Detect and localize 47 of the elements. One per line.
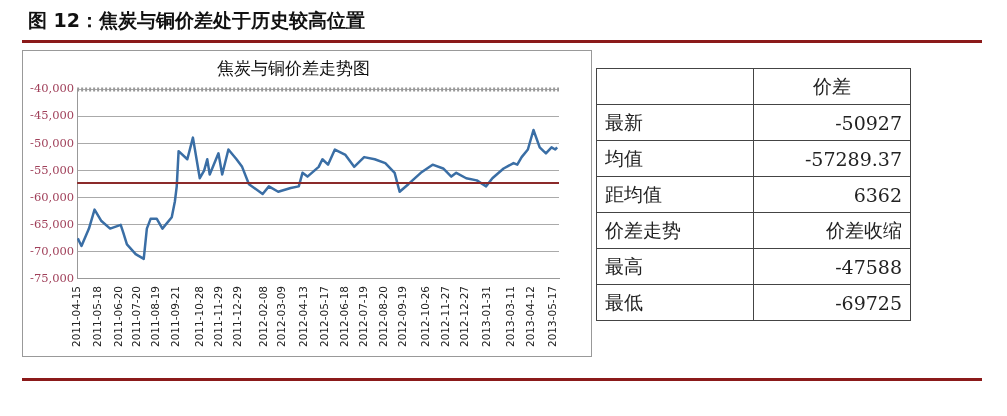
x-tick-label: 2011-04-15 [70, 285, 83, 348]
y-tick-label: -55,000 [30, 162, 75, 177]
y-tick-label: -70,000 [30, 243, 75, 258]
x-tick-label: 2013-04-12 [523, 285, 536, 348]
caption: 图 12：焦炭与铜价差处于历史较高位置 [28, 8, 366, 33]
x-tick-label: 2011-10-28 [192, 285, 205, 348]
x-tick-label: 2011-11-29 [212, 285, 225, 348]
y-tick-label: -75,000 [30, 270, 75, 285]
category-label: 最高 [596, 248, 754, 285]
category-label: 价差走势 [596, 212, 754, 249]
x-tick-label: 2012-07-19 [357, 285, 370, 348]
y-tick-label: -65,000 [30, 216, 75, 231]
category-label: 距均值 [596, 176, 754, 213]
text: 价差 [753, 68, 911, 105]
x-tick-label: 2011-05-18 [91, 285, 104, 348]
category-label: 最低 [596, 284, 754, 321]
x-tick-label: 2012-09-19 [396, 285, 409, 348]
x-tick-label: 2012-10-26 [419, 285, 432, 348]
y-tick-label: -60,000 [30, 189, 75, 204]
y-tick-label: -45,000 [30, 108, 75, 123]
x-tick-label: 2011-06-20 [111, 285, 124, 348]
x-tick-label: 2011-12-29 [231, 285, 244, 348]
text: 6362 [853, 183, 902, 206]
category-label: 最新 [596, 104, 754, 141]
y-tick-label: -40,000 [30, 81, 75, 96]
x-tick-label: 2012-02-08 [256, 285, 269, 348]
text: 价差收缩 [826, 218, 902, 241]
text: -47588 [835, 255, 902, 278]
x-tick-label: 2013-03-11 [503, 285, 516, 348]
category-label: 均值 [596, 140, 754, 177]
chart-title: 焦炭与铜价差走势图 [216, 57, 370, 78]
x-tick-label: 2012-11-27 [439, 285, 452, 348]
x-tick-label: 2012-03-09 [275, 285, 288, 348]
x-tick-label: 2011-08-19 [148, 285, 161, 348]
x-tick-label: 2011-07-20 [130, 285, 143, 348]
x-tick-label: 2012-12-27 [457, 285, 470, 348]
x-tick-label: 2012-04-13 [297, 285, 310, 348]
x-tick-label: 2013-01-31 [479, 285, 492, 348]
x-tick-label: 2012-05-17 [318, 285, 331, 348]
x-tick-label: 2013-05-17 [545, 285, 558, 348]
y-tick-label: -50,000 [30, 135, 75, 150]
x-tick-label: 2012-06-18 [338, 285, 351, 348]
text: -57289.37 [804, 147, 902, 170]
x-tick-label: 2011-09-21 [169, 285, 182, 348]
text: -50927 [835, 111, 902, 134]
x-tick-label: 2012-08-20 [377, 285, 390, 348]
text: -69725 [835, 291, 902, 314]
